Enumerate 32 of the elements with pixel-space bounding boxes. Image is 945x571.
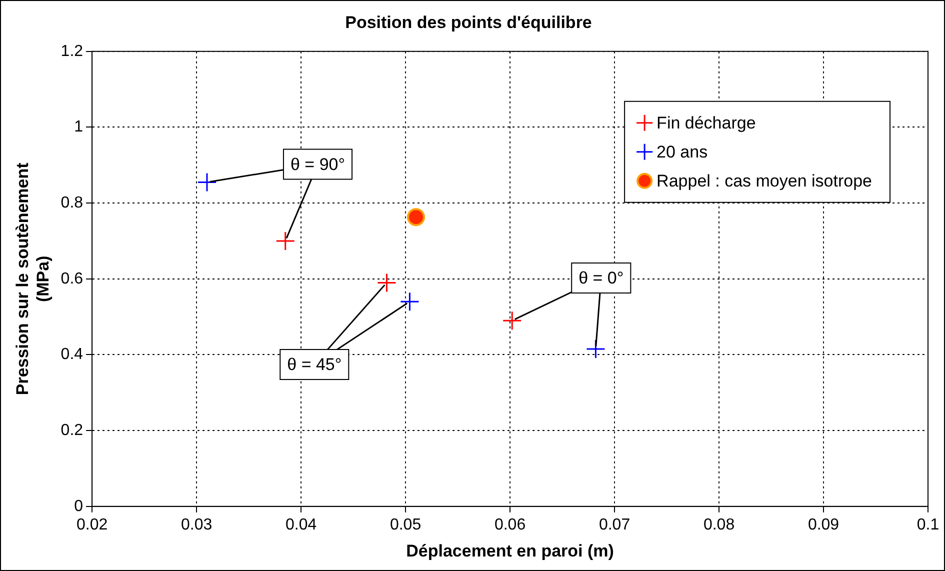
point (406, 208, 425, 226)
x-tick-label: 0.02 (76, 516, 108, 534)
x-tick-label: 0.06 (494, 516, 526, 534)
x-tick-label: 0.1 (916, 516, 940, 534)
x-tick-label: 0.09 (808, 516, 840, 534)
legend-label: 20 ans (656, 142, 708, 162)
x-tick-label: 0.08 (703, 516, 735, 534)
y-tick-label: 0 (74, 498, 84, 515)
chart-title: Position des points d'équilibre (345, 12, 592, 32)
y-tick-label: 0.4 (60, 346, 84, 364)
point (276, 231, 296, 251)
y-tick-label: 1 (74, 118, 84, 136)
legend-label: Rappel : cas moyen isotrope (656, 172, 872, 191)
annotation: θ = 0° (578, 268, 624, 288)
point (376, 272, 396, 292)
y-tick-label: 0.6 (60, 270, 84, 288)
x-tick-label: 0.05 (390, 516, 422, 534)
annotation: θ = 90° (290, 154, 346, 174)
y-tick-label: 0.2 (60, 422, 84, 439)
x-axis-title: Déplacement en paroi (m) (406, 541, 614, 560)
x-tick-label: 0.07 (598, 516, 630, 534)
y-axis-title: Pression sur le soutènement (MPa) (12, 162, 52, 396)
y-tick-label: 1.2 (60, 42, 84, 60)
point (400, 292, 420, 312)
point (586, 339, 606, 359)
x-tick-label: 0.03 (180, 516, 212, 534)
x-tick-label: 0.04 (285, 516, 317, 534)
annotation: θ = 45° (287, 355, 342, 374)
legend-label: Fin décharge (656, 114, 756, 133)
point (197, 172, 217, 192)
point (502, 310, 522, 330)
y-tick-label: 0.8 (60, 194, 84, 212)
